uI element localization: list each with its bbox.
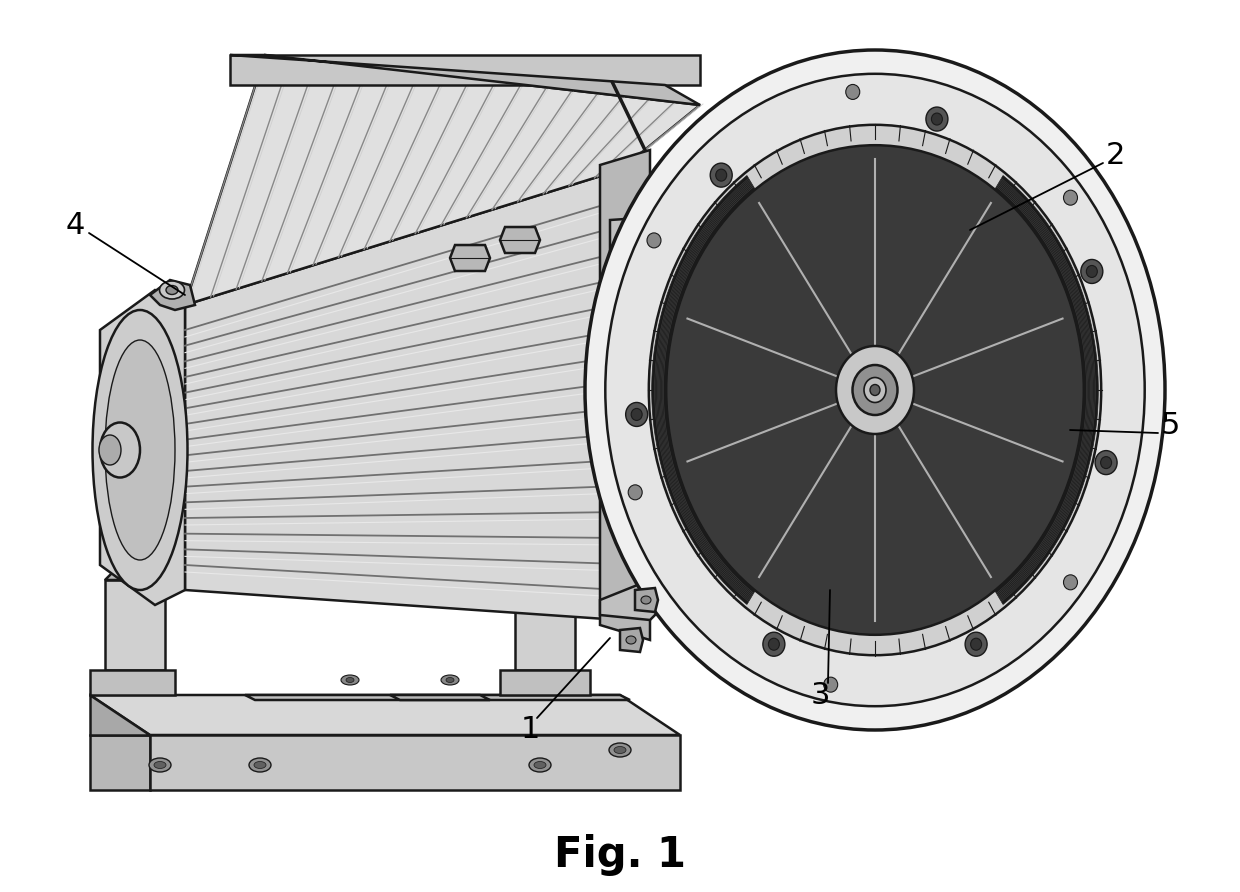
Ellipse shape <box>926 107 947 131</box>
Ellipse shape <box>853 365 898 415</box>
Ellipse shape <box>931 113 942 125</box>
Ellipse shape <box>105 340 175 560</box>
Ellipse shape <box>614 747 626 754</box>
Ellipse shape <box>769 638 780 650</box>
Ellipse shape <box>626 402 647 426</box>
Ellipse shape <box>154 762 166 769</box>
Polygon shape <box>185 55 701 305</box>
Polygon shape <box>246 695 630 700</box>
Polygon shape <box>100 290 185 605</box>
Polygon shape <box>105 560 165 580</box>
Ellipse shape <box>100 423 140 477</box>
Ellipse shape <box>534 762 546 769</box>
Ellipse shape <box>166 285 179 294</box>
Ellipse shape <box>965 632 987 657</box>
Ellipse shape <box>666 145 1084 635</box>
Polygon shape <box>994 176 1099 605</box>
Text: 4: 4 <box>66 211 84 239</box>
Ellipse shape <box>763 632 785 657</box>
Ellipse shape <box>629 485 642 500</box>
Polygon shape <box>515 560 575 580</box>
Ellipse shape <box>585 50 1166 730</box>
Text: 5: 5 <box>1161 410 1179 440</box>
Polygon shape <box>600 150 650 640</box>
Ellipse shape <box>254 762 267 769</box>
Polygon shape <box>610 252 668 288</box>
Ellipse shape <box>1101 457 1111 468</box>
Ellipse shape <box>93 310 187 590</box>
Ellipse shape <box>1064 190 1078 205</box>
Polygon shape <box>185 170 620 620</box>
Ellipse shape <box>647 233 661 248</box>
Ellipse shape <box>715 169 727 181</box>
Polygon shape <box>450 245 490 271</box>
Ellipse shape <box>160 281 185 299</box>
Polygon shape <box>105 580 165 670</box>
Ellipse shape <box>631 409 642 420</box>
Polygon shape <box>635 588 658 612</box>
Polygon shape <box>500 670 590 695</box>
Ellipse shape <box>971 638 982 650</box>
Text: 3: 3 <box>810 681 830 709</box>
Ellipse shape <box>870 384 880 395</box>
Ellipse shape <box>864 377 887 402</box>
Ellipse shape <box>529 758 551 772</box>
Ellipse shape <box>249 758 272 772</box>
Polygon shape <box>150 735 680 790</box>
Ellipse shape <box>1081 260 1102 284</box>
Ellipse shape <box>626 636 636 644</box>
Polygon shape <box>91 695 680 735</box>
Text: 2: 2 <box>1105 141 1125 169</box>
Ellipse shape <box>346 678 353 682</box>
Polygon shape <box>500 227 539 253</box>
Polygon shape <box>229 55 701 105</box>
Polygon shape <box>600 580 665 620</box>
Ellipse shape <box>446 678 454 682</box>
Ellipse shape <box>846 85 859 99</box>
Ellipse shape <box>99 435 122 465</box>
Ellipse shape <box>609 743 631 757</box>
Ellipse shape <box>149 758 171 772</box>
Ellipse shape <box>711 163 732 187</box>
Polygon shape <box>620 628 644 652</box>
Polygon shape <box>610 217 668 253</box>
Ellipse shape <box>341 675 360 685</box>
Ellipse shape <box>836 346 914 434</box>
Polygon shape <box>515 580 575 670</box>
Polygon shape <box>150 280 195 310</box>
Polygon shape <box>229 55 701 85</box>
Ellipse shape <box>649 125 1101 656</box>
Ellipse shape <box>823 677 838 692</box>
Ellipse shape <box>641 596 651 604</box>
Ellipse shape <box>1095 450 1117 475</box>
Polygon shape <box>91 695 150 735</box>
Ellipse shape <box>1064 574 1078 590</box>
Polygon shape <box>391 695 490 700</box>
Text: Fig. 1: Fig. 1 <box>554 834 686 876</box>
Polygon shape <box>652 176 755 605</box>
Polygon shape <box>91 735 150 790</box>
Ellipse shape <box>441 675 459 685</box>
Polygon shape <box>91 670 175 695</box>
Ellipse shape <box>1086 266 1097 277</box>
Text: 1: 1 <box>521 715 539 745</box>
Ellipse shape <box>605 74 1145 706</box>
